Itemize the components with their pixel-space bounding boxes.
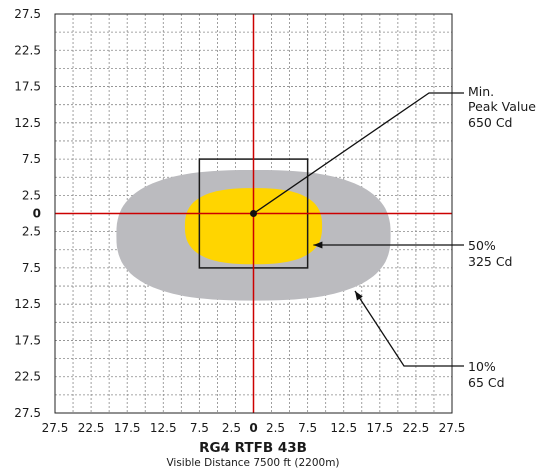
- annotation-50-line-2: 325 Cd: [468, 254, 513, 269]
- annotation-peak-line-2: Peak Value: [468, 99, 536, 114]
- x-tick-label: 2.5: [222, 421, 241, 435]
- x-tick-label: 17.5: [114, 421, 141, 435]
- x-tick-label: 17.5: [366, 421, 393, 435]
- chart-subtitle: Visible Distance 7500 ft (2200m): [166, 457, 339, 469]
- y-tick-label: 2.5: [22, 188, 41, 202]
- y-tick-label: 7.5: [22, 261, 41, 275]
- y-tick-labels: 27.5 22.5 17.5 12.5 7.5 2.5 0 2.5 7.5 12.5 17.5 22.…: [14, 7, 41, 420]
- x-tick-label: 22.5: [78, 421, 105, 435]
- annotation-leaders: [253, 92, 464, 367]
- x-tick-label: 7.5: [298, 421, 317, 435]
- x-tick-labels: 27.5 22.5 17.5 12.5 7.5 2.5 0 2.5 7.5 12.5 17.5 22.…: [42, 421, 466, 435]
- y-tick-label: 12.5: [14, 116, 41, 130]
- y-tick-label: 7.5: [22, 152, 41, 166]
- y-tick-label: 12.5: [14, 297, 41, 311]
- y-tick-label: 17.5: [14, 80, 41, 94]
- x-tick-label: 12.5: [330, 421, 357, 435]
- x-tick-label: 2.5: [266, 421, 285, 435]
- x-tick-label: 0: [249, 421, 257, 435]
- annotation-peak-line-1: Min.: [468, 84, 494, 99]
- annotation-10-line-1: 10%: [468, 359, 496, 374]
- y-tick-label: 2.5: [22, 225, 41, 239]
- y-tick-label: 22.5: [14, 43, 41, 57]
- x-tick-label: 27.5: [42, 421, 69, 435]
- leader-10-percent: [354, 290, 464, 367]
- chart-title: RG4 RTFB 43B: [199, 440, 307, 456]
- leader-peak: [253, 92, 464, 215]
- x-tick-label: 22.5: [403, 421, 430, 435]
- y-tick-label: 0: [33, 207, 41, 221]
- annotation-peak-line-3: 650 Cd: [468, 115, 513, 130]
- y-tick-label: 27.5: [14, 406, 41, 420]
- peak-point: [250, 210, 257, 217]
- annotation-10-line-2: 65 Cd: [468, 375, 505, 390]
- y-tick-label: 17.5: [14, 333, 41, 347]
- y-tick-label: 27.5: [14, 7, 41, 21]
- x-tick-label: 12.5: [150, 421, 177, 435]
- plot-frame: [54, 13, 453, 414]
- x-tick-label: 7.5: [190, 421, 209, 435]
- x-tick-label: 27.5: [439, 421, 466, 435]
- annotation-50-line-1: 50%: [468, 238, 496, 253]
- y-tick-label: 22.5: [14, 370, 41, 384]
